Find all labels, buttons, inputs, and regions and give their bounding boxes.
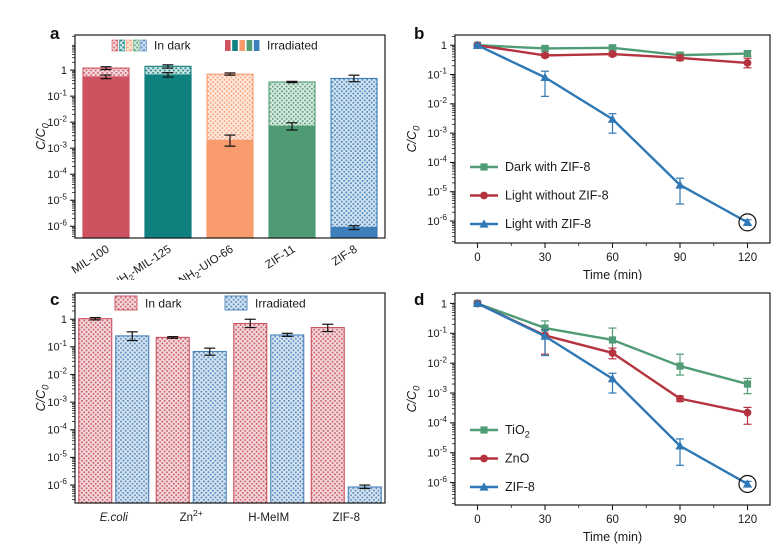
svg-text:NH2-MIL-125: NH2-MIL-125	[111, 243, 175, 280]
svg-text:Time (min): Time (min)	[583, 530, 642, 544]
svg-text:60: 60	[606, 252, 619, 264]
svg-text:10-4: 10-4	[427, 415, 447, 430]
svg-text:10-4: 10-4	[427, 155, 447, 170]
panel-d: d 1 10-1 10-2 10-3 10-4 10-5 10-6 0 30 60 90 120 TiO…	[398, 280, 782, 546]
svg-text:10-3: 10-3	[427, 385, 447, 400]
svg-text:1: 1	[61, 314, 67, 326]
svg-text:0: 0	[474, 252, 480, 264]
svg-text:Light without ZIF-8: Light without ZIF-8	[505, 189, 609, 203]
svg-text:10-2: 10-2	[427, 96, 447, 111]
svg-text:10-3: 10-3	[47, 394, 67, 409]
svg-text:10-4: 10-4	[47, 422, 67, 437]
svg-text:10-2: 10-2	[47, 367, 67, 382]
panel-b: b 1 10-1 10-2 10-3 10-4 10-5 10-6 0 30 60 90 120 Dar…	[398, 14, 782, 280]
svg-text:NH2-UIO-66: NH2-UIO-66	[177, 243, 237, 280]
svg-text:30: 30	[539, 252, 552, 264]
svg-text:30: 30	[539, 514, 552, 526]
panel-letter-d: d	[414, 290, 425, 309]
panel-letter-a: a	[50, 24, 60, 43]
svg-text:In dark: In dark	[154, 39, 192, 53]
panel-a: a 1 10-1 10-2 10-3 10-4 10-5 10-6MIL-100NH2-MI…	[30, 14, 395, 280]
svg-text:1: 1	[61, 65, 67, 77]
svg-text:ZIF-8: ZIF-8	[330, 243, 360, 268]
svg-text:MIL-100: MIL-100	[70, 243, 112, 276]
svg-text:10-2: 10-2	[427, 355, 447, 370]
svg-text:10-5: 10-5	[427, 445, 447, 460]
svg-text:ZIF-8: ZIF-8	[333, 512, 360, 524]
svg-text:ZIF-8: ZIF-8	[505, 480, 535, 494]
svg-text:10-6: 10-6	[427, 475, 447, 490]
svg-text:10-4: 10-4	[47, 166, 67, 181]
svg-text:120: 120	[738, 514, 757, 526]
svg-text:10-2: 10-2	[47, 114, 67, 129]
svg-text:Zn2+: Zn2+	[180, 508, 203, 524]
svg-text:C/C0: C/C0	[405, 385, 422, 413]
svg-text:Light with ZIF-8: Light with ZIF-8	[505, 217, 591, 231]
svg-text:90: 90	[674, 514, 687, 526]
svg-text:Dark with ZIF-8: Dark with ZIF-8	[505, 160, 590, 174]
svg-text:10-6: 10-6	[47, 218, 67, 233]
svg-text:60: 60	[606, 514, 619, 526]
svg-text:10-1: 10-1	[47, 88, 67, 103]
svg-text:120: 120	[738, 252, 757, 264]
bar-chart-components: 1 10-1 10-2 10-3 10-4 10-5 10-6 E.coli Zn2+ H-MeI…	[34, 292, 386, 524]
svg-text:10-5: 10-5	[47, 192, 67, 207]
svg-text:C/C0: C/C0	[405, 125, 422, 153]
svg-text:Irradiated: Irradiated	[255, 297, 306, 311]
svg-text:10-1: 10-1	[427, 325, 447, 340]
panel-letter-c: c	[50, 290, 60, 309]
svg-text:TiO2: TiO2	[505, 423, 530, 440]
svg-text:H-MeIM: H-MeIM	[248, 512, 289, 524]
line-chart-zif8-conditions: 1 10-1 10-2 10-3 10-4 10-5 10-6 0 30 60 90 120 Dark …	[405, 34, 771, 280]
svg-text:10-1: 10-1	[427, 67, 447, 82]
svg-text:In dark: In dark	[145, 297, 183, 311]
bar-chart-mof-comparison: 1 10-1 10-2 10-3 10-4 10-5 10-6MIL-100NH2-MIL-…	[34, 34, 386, 280]
svg-text:10-1: 10-1	[47, 339, 67, 354]
panel-letter-b: b	[414, 24, 425, 43]
panel-c: c 1 10-1 10-2 10-3 10-4 10-5 10-6 E.coli Zn2+ H-M…	[30, 280, 395, 546]
svg-text:10-3: 10-3	[47, 140, 67, 155]
svg-text:1: 1	[441, 298, 447, 310]
svg-text:90: 90	[674, 252, 687, 264]
svg-text:ZnO: ZnO	[505, 452, 530, 466]
svg-text:E.coli: E.coli	[100, 512, 129, 524]
svg-text:10-6: 10-6	[427, 213, 447, 228]
svg-text:1: 1	[441, 40, 447, 52]
line-chart-photocatalyst-comparison: 1 10-1 10-2 10-3 10-4 10-5 10-6 0 30 60 90 120 TiO2 Z…	[405, 292, 771, 544]
svg-text:10-6: 10-6	[47, 477, 67, 492]
svg-text:10-5: 10-5	[47, 450, 67, 465]
svg-text:10-3: 10-3	[427, 125, 447, 140]
svg-text:10-5: 10-5	[427, 184, 447, 199]
svg-text:C/C0: C/C0	[34, 122, 51, 150]
svg-text:C/C0: C/C0	[34, 384, 51, 412]
svg-text:Time (min): Time (min)	[583, 268, 642, 280]
svg-text:0: 0	[474, 514, 480, 526]
svg-text:ZIF-11: ZIF-11	[263, 243, 297, 271]
svg-text:Irradiated: Irradiated	[267, 39, 318, 53]
